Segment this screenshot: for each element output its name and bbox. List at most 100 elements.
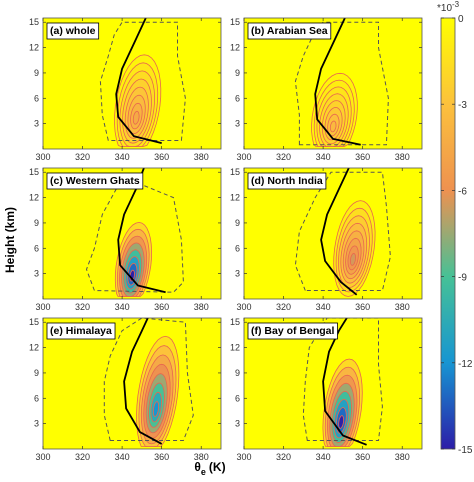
x-tick-label: 340 [316,152,331,162]
panel-frame [42,317,222,450]
y-tick-label: 6 [235,243,240,253]
panel-1: 300 320 340 360 380 3 6 9 12 15 (a) whole [29,17,222,162]
y-tick-label: 15 [29,17,39,27]
reference-curve [123,318,163,445]
y-tick-label: 15 [230,17,240,27]
panel-frame [243,167,423,300]
y-tick-label: 6 [34,393,39,403]
y-tick-label: 9 [34,368,39,378]
contour-level-1 [152,401,160,417]
x-tick-label: 360 [154,452,169,462]
y-tick-label: 9 [235,218,240,228]
x-tick-label: 320 [276,152,291,162]
x-tick-label: 320 [75,152,90,162]
x-tick-label: 380 [395,302,410,312]
colorbar-tick-label: -3 [458,100,467,111]
x-tick-label: 320 [276,302,291,312]
y-tick-label: 15 [29,317,39,327]
contour-field [103,318,194,447]
y-tick-label: 3 [235,419,240,429]
reference-curve [314,18,361,146]
panel-6: 300 320 340 360 380 3 6 9 12 15 (f) Bay of Bengal [230,317,423,462]
y-tick-label: 15 [230,167,240,177]
panel-2: 300 320 340 360 380 3 6 9 12 15 (b) Arabian Sea [230,17,423,162]
x-axis-label-symbol: θ [194,460,201,474]
x-tick-label: 300 [236,302,251,312]
reference-curve [115,18,162,144]
x-tick-label: 380 [194,452,209,462]
x-tick-label: 300 [236,452,251,462]
panel-label-box [46,22,100,40]
contour-level-1 [338,415,345,429]
y-tick-label: 12 [29,193,39,203]
panel-label-box [46,322,116,340]
y-tick-label: 9 [235,368,240,378]
y-tick-label: 3 [235,119,240,129]
y-tick-label: 12 [230,43,240,53]
panel-label: (d) North India [251,175,323,187]
panel-frame [243,317,423,450]
y-tick-label: 12 [29,343,39,353]
x-axis-label-unit: (K) [209,460,226,474]
x-tick-label: 320 [276,452,291,462]
panel-frame [243,17,423,150]
x-axis-label-subscript: e [201,467,206,477]
x-tick-label: 340 [115,152,130,162]
x-tick-label: 340 [316,452,331,462]
panel-label-box [247,322,338,340]
panel-background [244,168,422,299]
panel-label-box [247,22,332,40]
contour-field [99,18,186,147]
panel-4: 300 320 340 360 380 3 6 9 12 15 (d) North India [230,167,423,312]
contour-level-1 [132,110,140,125]
x-tick-label: 380 [395,152,410,162]
dashed-boundary [103,318,194,441]
dashed-boundary [99,21,186,141]
colorbar-exponent: *10-3 [437,0,460,14]
x-tick-label: 320 [75,302,90,312]
y-tick-label: 12 [230,343,240,353]
x-tick-label: 300 [236,152,251,162]
y-tick-label: 9 [235,68,240,78]
x-tick-label: 320 [75,452,90,462]
panel-label: (b) Arabian Sea [251,25,328,37]
x-tick-label: 380 [194,152,209,162]
y-tick-label: 6 [235,393,240,403]
panel-5: 300 320 340 360 380 3 6 9 12 15 (e) Himalaya [29,317,222,462]
contour-field [294,168,391,297]
y-tick-label: 9 [34,218,39,228]
colorbar-tick-label: 0 [458,14,464,25]
y-tick-label: 15 [230,317,240,327]
panel-frame [42,17,222,150]
contour-field [85,168,184,297]
colorbar-tick-label: -15 [458,445,473,456]
colorbar-tick-label: -6 [458,186,467,197]
x-axis-label: θe (K) [194,460,225,477]
colorbar-tick-label: -9 [458,273,467,284]
contour-level-1 [329,120,337,133]
panel-background [43,318,221,449]
y-tick-label: 12 [29,43,39,53]
panel-label: (a) whole [50,25,96,37]
colorbar-gradient [440,17,456,450]
x-tick-label: 300 [35,302,50,312]
panel-label: (e) Himalaya [50,325,112,337]
x-tick-label: 300 [35,452,50,462]
contour-field [294,18,389,147]
x-tick-label: 360 [154,152,169,162]
y-tick-label: 3 [34,419,39,429]
x-tick-label: 360 [355,302,370,312]
x-tick-label: 360 [355,152,370,162]
x-tick-label: 360 [154,302,169,312]
colorbar: 0 -3 -6 -9 -12 -15 *10-3 [437,0,473,456]
x-tick-label: 380 [194,302,209,312]
y-tick-label: 3 [34,119,39,129]
y-tick-label: 3 [235,269,240,279]
y-tick-label: 6 [235,93,240,103]
x-tick-label: 360 [355,452,370,462]
x-tick-label: 380 [395,452,410,462]
panel-label: (c) Western Ghats [50,175,140,187]
panel-frame [42,167,222,300]
x-tick-label: 340 [115,452,130,462]
